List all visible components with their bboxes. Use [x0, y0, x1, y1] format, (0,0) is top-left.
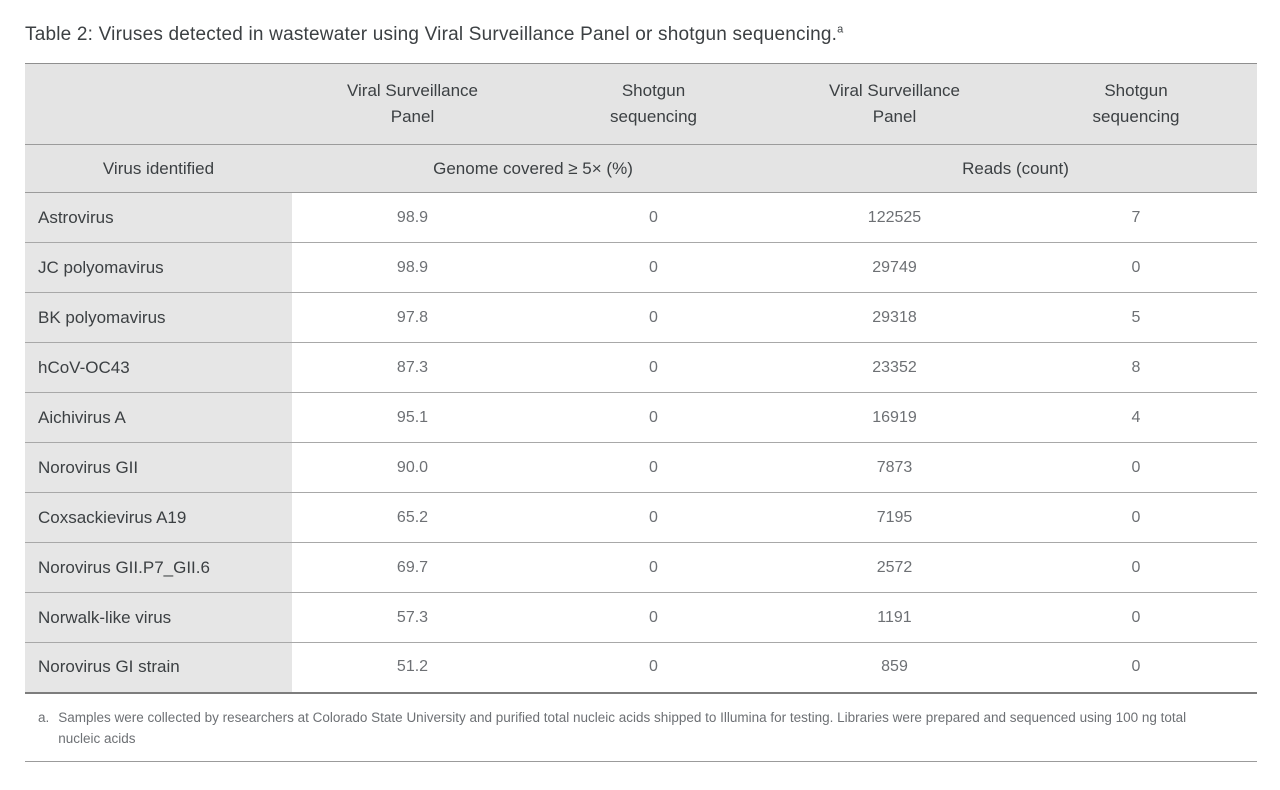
reads-vsp-cell: 122525 [774, 192, 1015, 243]
reads-shotgun-cell: 7 [1015, 192, 1257, 243]
virus-name-cell: Norovirus GII [25, 442, 292, 493]
reads-vsp-cell: 2572 [774, 542, 1015, 593]
subheader-genome-covered: Genome covered ≥ 5× (%) [292, 144, 774, 193]
reads-vsp-cell: 16919 [774, 392, 1015, 443]
virus-name-cell: JC polyomavirus [25, 242, 292, 293]
group-header-shotgun-reads: Shotgun sequencing [1015, 63, 1257, 145]
table-row: Norovirus GI strain 51.2 0 859 0 [25, 642, 1257, 694]
reads-shotgun-cell: 0 [1015, 242, 1257, 293]
genome-shotgun-cell: 0 [533, 542, 774, 593]
page-title: Table 2: Viruses detected in wastewater … [25, 24, 1257, 46]
subheader-reads-count: Reads (count) [774, 144, 1257, 193]
virus-name-cell: Aichivirus A [25, 392, 292, 443]
table-row: BK polyomavirus 97.8 0 29318 5 [25, 292, 1257, 343]
footnote: a. Samples were collected by researchers… [25, 694, 1257, 762]
reads-shotgun-cell: 0 [1015, 642, 1257, 694]
footnote-marker: a. [38, 709, 50, 725]
genome-shotgun-cell: 0 [533, 492, 774, 543]
table-row: JC polyomavirus 98.9 0 29749 0 [25, 242, 1257, 293]
genome-shotgun-cell: 0 [533, 242, 774, 293]
genome-vsp-cell: 98.9 [292, 242, 533, 293]
genome-shotgun-cell: 0 [533, 292, 774, 343]
virus-name-cell: Norovirus GII.P7_GII.6 [25, 542, 292, 593]
reads-vsp-cell: 1191 [774, 592, 1015, 643]
genome-vsp-cell: 69.7 [292, 542, 533, 593]
group-header-vsp-reads: Viral Surveillance Panel [774, 63, 1015, 145]
genome-shotgun-cell: 0 [533, 192, 774, 243]
table-row: Norovirus GII 90.0 0 7873 0 [25, 442, 1257, 493]
title-footnote-superscript: a [837, 23, 844, 36]
subheader-virus-identified: Virus identified [25, 144, 292, 193]
genome-vsp-cell: 95.1 [292, 392, 533, 443]
virus-name-cell: Norwalk-like virus [25, 592, 292, 643]
reads-shotgun-cell: 0 [1015, 592, 1257, 643]
table-row: Norovirus GII.P7_GII.6 69.7 0 2572 0 [25, 542, 1257, 593]
virus-name-cell: Astrovirus [25, 192, 292, 243]
reads-shotgun-cell: 8 [1015, 342, 1257, 393]
group-header-empty-cell [25, 63, 292, 145]
table-row: Norwalk-like virus 57.3 0 1191 0 [25, 592, 1257, 643]
subheader-row: Virus identified Genome covered ≥ 5× (%)… [25, 144, 1257, 193]
reads-vsp-cell: 7195 [774, 492, 1015, 543]
table-row: Coxsackievirus A19 65.2 0 7195 0 [25, 492, 1257, 543]
table-row: hCoV-OC43 87.3 0 23352 8 [25, 342, 1257, 393]
genome-vsp-cell: 57.3 [292, 592, 533, 643]
genome-vsp-cell: 65.2 [292, 492, 533, 543]
virus-name-cell: BK polyomavirus [25, 292, 292, 343]
genome-shotgun-cell: 0 [533, 442, 774, 493]
reads-shotgun-cell: 5 [1015, 292, 1257, 343]
reads-shotgun-cell: 4 [1015, 392, 1257, 443]
genome-vsp-cell: 87.3 [292, 342, 533, 393]
genome-shotgun-cell: 0 [533, 642, 774, 694]
group-header-shotgun-genome: Shotgun sequencing [533, 63, 774, 145]
reads-vsp-cell: 859 [774, 642, 1015, 694]
footnote-text: Samples were collected by researchers at… [58, 709, 1187, 746]
virus-name-cell: hCoV-OC43 [25, 342, 292, 393]
virus-name-cell: Coxsackievirus A19 [25, 492, 292, 543]
reads-vsp-cell: 29318 [774, 292, 1015, 343]
table-title-text: Table 2: Viruses detected in wastewater … [25, 24, 838, 45]
genome-vsp-cell: 51.2 [292, 642, 533, 694]
genome-vsp-cell: 97.8 [292, 292, 533, 343]
reads-vsp-cell: 7873 [774, 442, 1015, 493]
table-row: Astrovirus 98.9 0 122525 7 [25, 192, 1257, 243]
viruses-table: Viral Surveillance Panel Shotgun sequenc… [25, 63, 1257, 694]
reads-vsp-cell: 23352 [774, 342, 1015, 393]
genome-shotgun-cell: 0 [533, 392, 774, 443]
virus-name-cell: Norovirus GI strain [25, 642, 292, 694]
reads-shotgun-cell: 0 [1015, 542, 1257, 593]
genome-vsp-cell: 98.9 [292, 192, 533, 243]
reads-vsp-cell: 29749 [774, 242, 1015, 293]
genome-shotgun-cell: 0 [533, 592, 774, 643]
reads-shotgun-cell: 0 [1015, 492, 1257, 543]
genome-vsp-cell: 90.0 [292, 442, 533, 493]
group-header-vsp-genome: Viral Surveillance Panel [292, 63, 533, 145]
genome-shotgun-cell: 0 [533, 342, 774, 393]
table-row: Aichivirus A 95.1 0 16919 4 [25, 392, 1257, 443]
reads-shotgun-cell: 0 [1015, 442, 1257, 493]
column-group-header-row: Viral Surveillance Panel Shotgun sequenc… [25, 63, 1257, 145]
